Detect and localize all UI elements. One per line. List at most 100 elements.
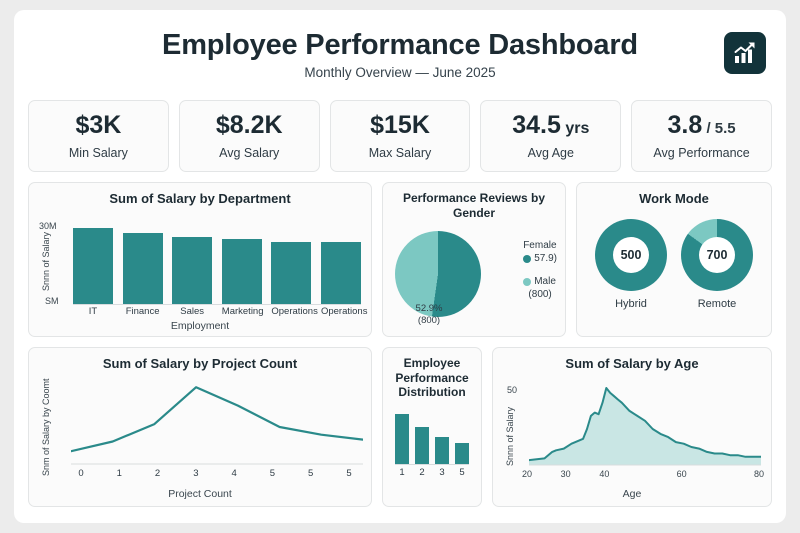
- x-tick-label: 0: [78, 468, 84, 479]
- legend-value-female: 57.9): [534, 253, 557, 264]
- x-tick-label: 5: [459, 467, 465, 478]
- donut-center-value: 700: [699, 237, 735, 273]
- x-tick-label: 1: [399, 467, 405, 478]
- donut-hybrid: 500 Hybrid: [595, 219, 667, 310]
- x-tick-labels: 1 2 3 5: [395, 467, 469, 478]
- y-tick-top: 50: [507, 385, 518, 395]
- x-tick-label: Operations: [320, 306, 368, 317]
- kpi-card-avg-performance: 3.8 / 5.5 Avg Performance: [631, 100, 772, 172]
- pie-annotation: 52.9% (800): [391, 303, 467, 327]
- kpi-label: Avg Performance: [653, 145, 750, 160]
- kpi-number: 3.8: [667, 110, 703, 139]
- x-tick-label: 30: [560, 469, 571, 479]
- legend-label-female: Female: [523, 240, 557, 251]
- legend-swatch-male: [523, 277, 532, 286]
- bar: [435, 436, 449, 464]
- kpi-row: $3K Min Salary $8.2K Avg Salary $15K Max…: [28, 100, 772, 172]
- x-tick-label: 3: [439, 467, 445, 478]
- bar: [172, 237, 213, 304]
- x-tick-label: Finance: [125, 306, 160, 317]
- chart-title: Employee Performance Distribution: [395, 356, 469, 400]
- x-tick-label: IT: [88, 306, 98, 317]
- bar: [122, 233, 163, 304]
- y-axis-title: Snm of Salary by Coomt: [41, 378, 51, 476]
- kpi-card-max-salary: $15K Max Salary: [329, 100, 471, 172]
- chart-growth-icon: [724, 32, 766, 74]
- legend-group-male: Male (800): [523, 275, 557, 301]
- kpi-unit: yrs: [560, 119, 590, 137]
- kpi-value: 34.5 yrs: [512, 110, 590, 139]
- legend-label-row-male: Male: [523, 275, 557, 288]
- kpi-value: $3K: [75, 110, 122, 139]
- bar: [415, 427, 429, 464]
- chart-row-1: Sum of Salary by Department 30M SM Snnn …: [28, 182, 772, 337]
- donut-group: 500 Hybrid 700 Remote: [577, 219, 771, 310]
- dashboard-page: Employee Performance Dashboard Monthly O…: [14, 10, 786, 523]
- card-salary-by-project-count: Sum of Salary by Project Count Snm of Sa…: [28, 347, 372, 507]
- donut-ring: 500: [595, 219, 667, 291]
- chart-title: Work Mode: [639, 191, 709, 206]
- y-axis-title: Snnn of Salary: [505, 406, 515, 466]
- x-tick-label: 3: [193, 468, 199, 479]
- card-performance-reviews-by-gender: Performance Reviews by Gender 52.9% (800…: [382, 182, 566, 337]
- x-tick-label: 20: [522, 469, 533, 479]
- x-tick-label: 5: [346, 468, 352, 479]
- x-tick-label: 1: [116, 468, 122, 479]
- kpi-number: 34.5: [512, 110, 561, 139]
- x-axis-title: Project Count: [168, 488, 232, 500]
- x-tick-labels: IT Finance Sales Marketing Operations Operati…: [73, 306, 368, 317]
- bar: [73, 228, 113, 304]
- kpi-number: $3K: [75, 110, 122, 139]
- donut-center-value: 500: [613, 237, 649, 273]
- y-axis-title: Snnn of Salary: [41, 231, 51, 291]
- pie-annotation-count: (800): [417, 314, 441, 326]
- kpi-number: $8.2K: [215, 110, 283, 139]
- x-tick-label: 2: [419, 467, 425, 478]
- x-tick-label: 2: [154, 468, 161, 479]
- bar: [455, 443, 469, 464]
- legend-label-male: Male: [534, 276, 556, 287]
- pie-chart: [395, 231, 481, 317]
- area-plot: [529, 387, 761, 466]
- x-tick-label: 4: [231, 468, 237, 479]
- kpi-label: Avg Age: [527, 145, 574, 160]
- kpi-value: $8.2K: [215, 110, 283, 139]
- chart-row-2: Sum of Salary by Project Count Snm of Sa…: [28, 347, 772, 507]
- pie-slices: [395, 231, 481, 317]
- card-employee-performance-distribution: Employee Performance Distribution 1 2 3 5: [382, 347, 482, 507]
- kpi-label: Min Salary: [68, 145, 128, 160]
- x-tick-label: 5: [308, 468, 314, 479]
- donut-ring: 700: [681, 219, 753, 291]
- x-tick-label: Operations: [271, 306, 318, 317]
- bar: [395, 414, 409, 464]
- page-title: Employee Performance Dashboard: [162, 29, 638, 61]
- x-tick-label: Sales: [180, 306, 205, 317]
- kpi-card-min-salary: $3K Min Salary: [28, 100, 169, 172]
- x-tick-label: 80: [754, 469, 765, 479]
- bar: [320, 242, 361, 304]
- x-axis-title: Age: [622, 488, 642, 500]
- legend-value-row-female: 57.9): [523, 252, 557, 265]
- pie-legend: Female 57.9) Male (800): [523, 239, 557, 311]
- kpi-card-avg-age: 34.5 yrs Avg Age: [480, 100, 622, 172]
- card-salary-by-department: Sum of Salary by Department 30M SM Snnn …: [28, 182, 372, 337]
- line-plot: [71, 386, 363, 465]
- chart-title: Performance Reviews by Gender: [402, 191, 546, 220]
- y-tick-bottom: SM: [45, 296, 59, 306]
- chart-title: Sum of Salary by Age: [565, 356, 699, 371]
- bar: [221, 238, 262, 304]
- card-salary-by-age: Sum of Salary by Age 50 Snnn of Salary 2…: [492, 347, 772, 507]
- x-tick-labels: 0 1 2 3 4 5 5 5: [71, 468, 359, 479]
- legend-group-female: Female 57.9): [523, 239, 557, 265]
- bar-series: [395, 414, 469, 465]
- x-tick-label: 60: [676, 469, 687, 479]
- kpi-number: $15K: [370, 110, 430, 139]
- dashboard-header: Employee Performance Dashboard Monthly O…: [28, 28, 772, 90]
- kpi-card-avg-salary: $8.2K Avg Salary: [178, 100, 320, 172]
- chart-title: Sum of Salary by Department: [109, 191, 291, 206]
- page-subtitle: Monthly Overview — June 2025: [304, 65, 496, 81]
- chart-title: Sum of Salary by Project Count: [102, 356, 298, 371]
- card-work-mode: Work Mode 500 Hybrid 700 Remote: [576, 182, 772, 337]
- kpi-label: Avg Salary: [219, 145, 280, 160]
- legend-swatch-female: [523, 254, 532, 263]
